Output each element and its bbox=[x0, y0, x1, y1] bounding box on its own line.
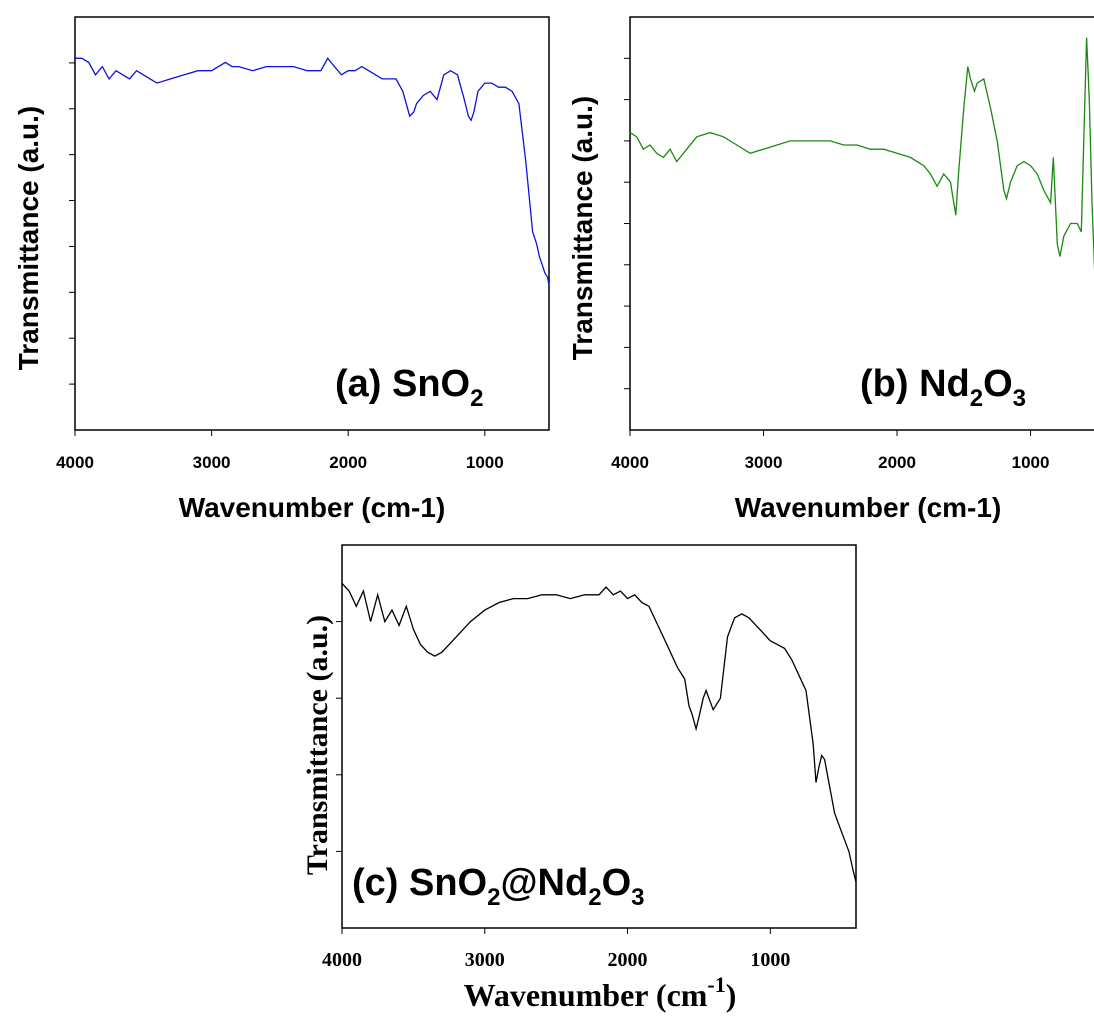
x-tick-label: 3000 bbox=[465, 949, 505, 971]
x-tick-label: 2000 bbox=[608, 949, 648, 971]
x-ticks-a: 4000 3000 2000 1000 bbox=[56, 430, 504, 472]
y-axis-label-a: Transmittance (a.u.) bbox=[13, 106, 44, 371]
panel-label-a: (a) SnO2 bbox=[335, 363, 483, 412]
x-tick-label: 2000 bbox=[329, 453, 367, 472]
x-tick-label: 4000 bbox=[322, 949, 362, 971]
panel-b: 4000 3000 2000 1000 (b) Nd2O3 Wavenumber (c… bbox=[567, 16, 1094, 523]
series-line-a bbox=[75, 57, 550, 286]
x-axis-label-c: Wavenumber (cm-1) bbox=[464, 972, 737, 1013]
plot-frame-a bbox=[74, 16, 550, 431]
panel-c: 4000 3000 2000 1000 (c) SnO2@Nd2O3 Wavenumb… bbox=[301, 544, 857, 1013]
plot-frame-c bbox=[341, 544, 857, 929]
x-tick-label: 4000 bbox=[611, 453, 649, 472]
panel-label-b: (b) Nd2O3 bbox=[860, 363, 1026, 412]
y-axis-label-c: Transmittance (a.u.) bbox=[301, 615, 334, 875]
y-ticks-c bbox=[336, 621, 342, 852]
y-axis-label-b: Transmittance (a.u.) bbox=[567, 96, 598, 361]
x-tick-label: 1000 bbox=[1012, 453, 1050, 472]
y-ticks-a bbox=[69, 62, 75, 385]
panel-a: 4000 3000 2000 1000 (a) SnO2 Wavenumber (cm… bbox=[13, 16, 550, 523]
x-tick-label: 4000 bbox=[56, 453, 94, 472]
x-ticks-b: 4000 3000 2000 1000 bbox=[611, 430, 1049, 472]
x-axis-label-b: Wavenumber (cm-1) bbox=[735, 492, 1002, 523]
x-ticks-c: 4000 3000 2000 1000 bbox=[322, 928, 790, 971]
panel-label-c: (c) SnO2@Nd2O3 bbox=[352, 862, 644, 911]
series-line-c bbox=[341, 582, 857, 883]
x-tick-label: 2000 bbox=[878, 453, 916, 472]
plot-frame-b bbox=[629, 16, 1094, 431]
x-tick-label: 3000 bbox=[745, 453, 783, 472]
x-axis-label-a: Wavenumber (cm-1) bbox=[179, 492, 446, 523]
x-tick-label: 1000 bbox=[750, 949, 790, 971]
x-tick-label: 1000 bbox=[466, 453, 504, 472]
x-tick-label: 3000 bbox=[193, 453, 231, 472]
series-line-b bbox=[629, 37, 1094, 272]
y-ticks-b bbox=[624, 57, 630, 390]
